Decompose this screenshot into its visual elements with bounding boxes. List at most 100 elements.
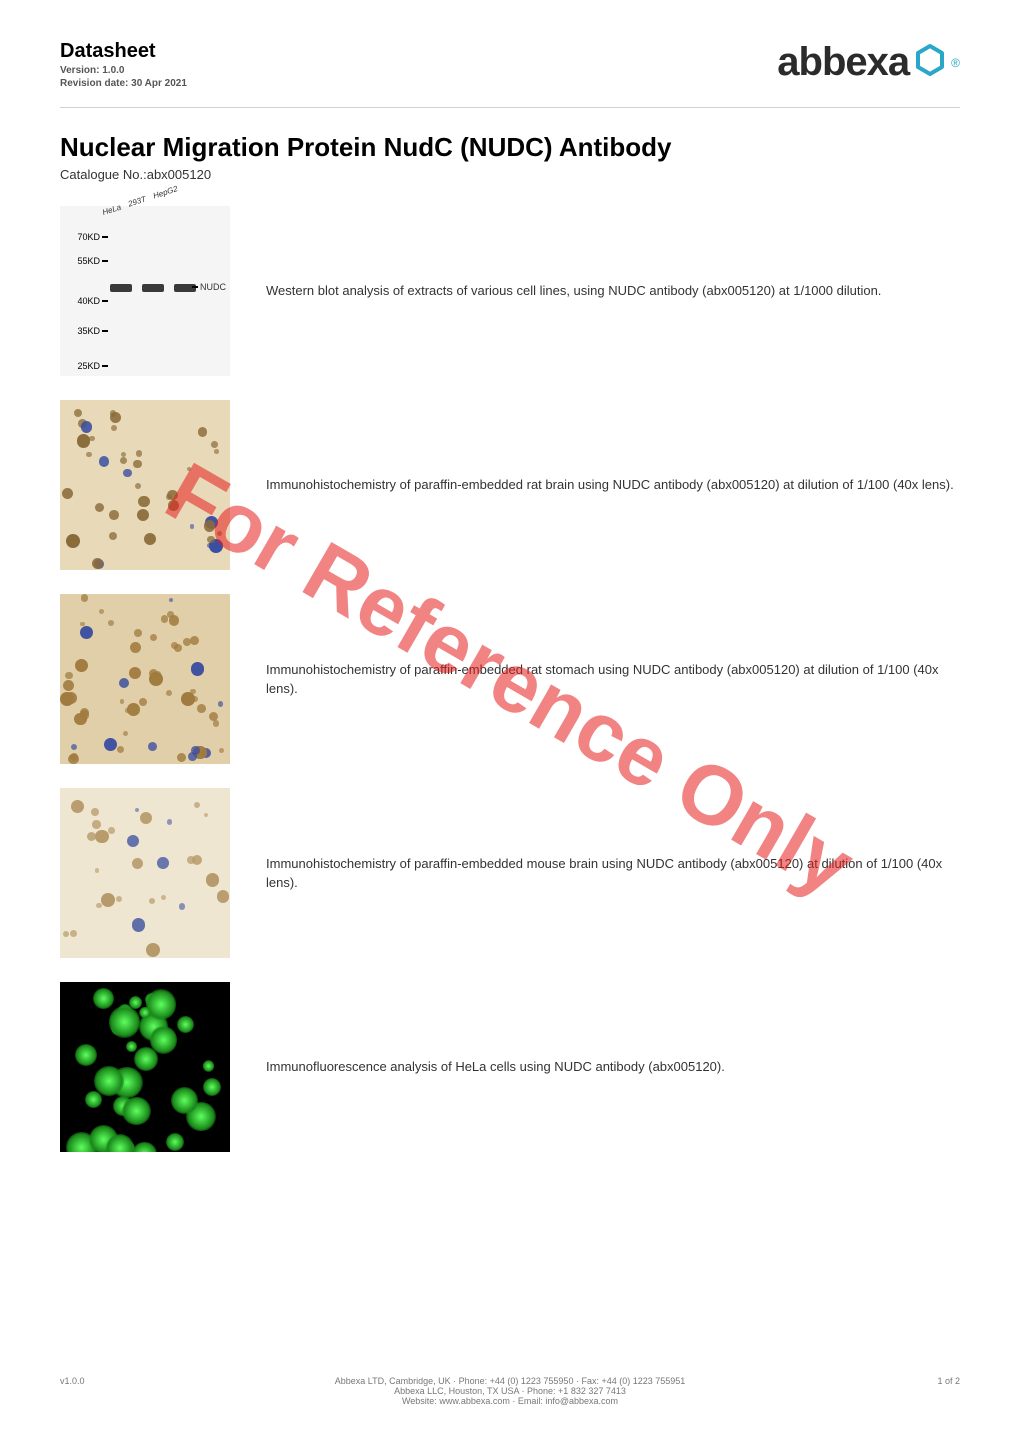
wb-band-label-text: NUDC [200,282,226,292]
wb-lane-label: HepG2 [152,184,179,200]
wb-marker-label: 25KD [64,361,100,371]
ihc-cell-dot [95,868,99,872]
header-left: Datasheet Version: 1.0.0 Revision date: … [60,40,187,89]
if-cell [106,1134,135,1152]
wb-marker-row: 25KD [64,361,108,371]
wb-marker-label: 70KD [64,232,100,242]
ihc-cell-dot [169,598,173,602]
ihc-cell-dot [62,488,73,499]
ihc-cell-dot [197,704,206,713]
figure-row: Immunohistochemistry of paraffin-embedde… [60,400,960,570]
ihc-cell-dot [217,531,222,536]
ihc-cell-dot [99,609,104,614]
if-cell [85,1091,102,1108]
page-root: Datasheet Version: 1.0.0 Revision date: … [0,0,1020,1236]
ihc-cell-dot [123,731,128,736]
ihc-cell-dot [161,895,166,900]
wb-arrow-dash [192,286,198,288]
figure-caption: Western blot analysis of extracts of var… [266,281,960,301]
wb-marker-label: 35KD [64,326,100,336]
footer-line-3: Website: www.abbexa.com · Email: info@ab… [120,1396,900,1406]
ihc-cell-dot [104,738,117,751]
if-cell [177,1016,194,1033]
ihc-cell-dot [68,754,78,764]
wb-marker-label: 55KD [64,256,100,266]
ihc-cell-dot [204,813,208,817]
ihc-cell-dot [134,629,142,637]
footer-line-2: Abbexa LLC, Houston, TX USA · Phone: +1 … [120,1386,900,1396]
ihc-cell-dot [132,918,145,931]
ihc-cell-dot [146,943,160,957]
ihc-cell-dot [191,746,199,754]
ihc-cell-dot [119,678,129,688]
logo-text: abbexa [777,40,909,85]
figure-row: HeLa293THepG270KD55KD40KD35KD25KDNUDCWes… [60,206,960,376]
ihc-cell-dot [108,827,115,834]
ihc-cell-dot [127,835,139,847]
ihc-cell-dot [108,620,114,626]
wb-marker-row: 70KD [64,232,108,242]
ihc-cell-dot [121,452,126,457]
ihc-cell-dot [219,748,224,753]
ihc-cell-dot [95,503,104,512]
ihc-cell-dot [80,626,93,639]
ihc-cell-dot [149,898,155,904]
wb-band [142,284,164,292]
ihc-cell-dot [101,893,115,907]
ihc-cell-dot [74,409,82,417]
ihc-cell-dot [117,746,124,753]
figure-thumbnail [60,594,230,764]
ihc-cell-dot [125,708,130,713]
ihc-cell-dot [179,903,185,909]
ihc-cell-dot [71,800,84,813]
ihc-cell-dot [80,710,89,719]
catalogue-number: Catalogue No.:abx005120 [60,167,960,182]
ihc-cell-dot [136,450,143,457]
ihc-cell-dot [116,896,122,902]
ihc-cell-dot [137,509,149,521]
datasheet-label: Datasheet [60,40,187,63]
figure-caption: Immunohistochemistry of paraffin-embedde… [266,475,960,495]
ihc-cell-dot [167,819,172,824]
ihc-cell-dot [169,615,180,626]
figure-thumbnail [60,400,230,570]
if-cell [93,988,114,1009]
ihc-cell-dot [65,692,77,704]
wb-band [110,284,132,292]
ihc-cell-dot [206,873,220,887]
ihc-cell-dot [190,524,194,528]
registered-mark: ® [951,56,960,70]
ihc-cell-dot [190,636,199,645]
ihc-cell-dot [86,452,91,457]
if-cell [132,1142,156,1152]
ihc-cell-dot [187,856,195,864]
ihc-cell-dot [95,830,109,844]
ihc-cell-dot [81,421,92,432]
wb-lane-label: HeLa [101,203,122,217]
ihc-cell-dot [70,930,77,937]
ihc-cell-dot [207,536,215,544]
ihc-cell-dot [109,510,118,519]
footer-address: Abbexa LTD, Cambridge, UK · Phone: +44 (… [120,1376,900,1406]
ihc-cell-dot [144,533,156,545]
wb-marker-row: 55KD [64,256,108,266]
wb-marker-label: 40KD [64,296,100,306]
figure-caption: Immunohistochemistry of paraffin-embedde… [266,660,960,699]
if-cell [166,1133,184,1151]
hexagon-icon [913,43,947,82]
ihc-cell-dot [135,808,140,813]
ihc-cell-dot [148,742,157,751]
ihc-cell-dot [217,890,230,903]
figures-container: For Reference Only HeLa293THepG270KD55KD… [60,206,960,1152]
ihc-cell-dot [91,808,99,816]
ihc-cell-dot [75,659,88,672]
if-cell [126,1041,137,1052]
ihc-cell-dot [132,858,143,869]
if-cell [171,1087,198,1114]
if-cell [203,1078,221,1096]
if-cell [203,1060,214,1071]
ihc-cell-dot [89,436,94,441]
ihc-cell-dot [213,720,219,726]
figure-row: Immunohistochemistry of paraffin-embedde… [60,594,960,764]
ihc-cell-dot [130,642,141,653]
